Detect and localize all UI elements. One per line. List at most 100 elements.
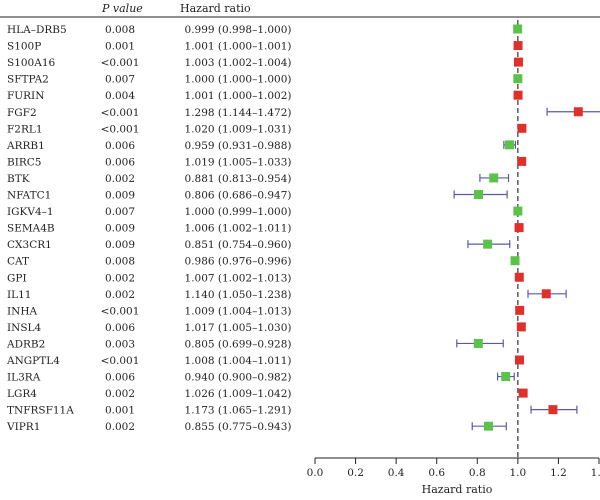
- x-tick-label: 0.2: [347, 467, 364, 479]
- hazard-ratio-cell: 1.001 (1.000–1.001): [185, 41, 292, 53]
- gene-label: GPI: [7, 272, 27, 284]
- hazard-ratio-cell: 1.019 (1.005–1.033): [185, 156, 292, 168]
- hazard-ratio-point: [483, 239, 493, 249]
- hazard-ratio-point: [513, 74, 523, 84]
- x-tick-label: 1.2: [550, 467, 567, 479]
- p-value-cell: 0.001: [105, 41, 135, 53]
- hazard-ratio-cell: 1.017 (1.005–1.030): [185, 322, 292, 334]
- hazard-ratio-cell: 0.986 (0.976–0.996): [185, 256, 292, 268]
- p-value-cell: <0.001: [101, 355, 140, 367]
- hazard-ratio-cell: 1.006 (1.002–1.011): [185, 223, 292, 235]
- hazard-ratio-point: [573, 107, 583, 117]
- hazard-ratio-cell: 1.009 (1.004–1.013): [185, 305, 292, 317]
- x-tick-label: 1.4: [591, 467, 600, 479]
- gene-label: BIRC5: [7, 156, 41, 168]
- gene-label: NFATC1: [7, 190, 51, 202]
- hazard-ratio-cell: 0.959 (0.931–0.988): [185, 140, 292, 152]
- hazard-ratio-cell: 1.140 (1.050–1.238): [185, 289, 292, 301]
- hazard-ratio-cell: 0.940 (0.900–0.982): [185, 372, 292, 384]
- hazard-ratio-cell: 1.298 (1.144–1.472): [185, 107, 292, 119]
- hazard-ratio-cell: 1.000 (0.999–1.000): [185, 206, 292, 218]
- hazard-ratio-point: [548, 405, 558, 415]
- p-value-cell: 0.003: [105, 338, 135, 350]
- gene-label: SEMA4B: [7, 223, 55, 235]
- hazard-ratio-point: [515, 305, 525, 315]
- p-value-cell: <0.001: [101, 123, 140, 135]
- x-tick-label: 0.0: [307, 467, 324, 479]
- hazard-ratio-cell: 1.173 (1.065–1.291): [185, 405, 292, 417]
- p-value-cell: 0.006: [105, 322, 135, 334]
- hazard-ratio-point: [518, 388, 528, 398]
- p-value-cell: 0.006: [105, 372, 135, 384]
- p-value-cell: 0.002: [105, 272, 135, 284]
- gene-label: LGR4: [7, 388, 37, 400]
- hazard-ratio-point: [517, 123, 527, 133]
- gene-label: SFTPA2: [7, 74, 49, 86]
- gene-label: IL3RA: [7, 372, 41, 384]
- hazard-ratio-point: [483, 421, 493, 431]
- hazard-ratio-point: [513, 41, 523, 51]
- gene-label: TNFRSF11A: [7, 405, 74, 417]
- hazard-ratio-point: [513, 24, 523, 34]
- hazard-ratio-cell: 1.020 (1.009–1.031): [185, 123, 292, 135]
- p-value-header: P value: [101, 2, 143, 15]
- x-axis: 0.0 0.2 0.4 0.6 0.8 1.0 1.2 1.4: [307, 457, 600, 479]
- p-value-cell: 0.006: [105, 140, 135, 152]
- p-value-cell: <0.001: [101, 57, 140, 69]
- gene-label: ADRB2: [6, 338, 45, 350]
- gene-label: F2RL1: [7, 123, 43, 135]
- x-axis-title: Hazard ratio: [422, 483, 493, 496]
- p-value-cell: 0.009: [105, 239, 135, 251]
- gene-label: S100A16: [7, 57, 55, 69]
- gene-label: IGKV4–1: [7, 206, 54, 218]
- hazard-ratio-point: [474, 190, 484, 199]
- hazard-ratio-cell: 1.007 (1.002–1.013): [185, 272, 292, 284]
- hazard-ratio-cell: 1.026 (1.009–1.042): [185, 388, 292, 400]
- p-value-cell: 0.008: [105, 256, 135, 268]
- hazard-ratio-point: [513, 206, 523, 216]
- gene-label: FGF2: [7, 107, 37, 119]
- p-value-cell: 0.004: [105, 90, 135, 102]
- p-value-cell: 0.001: [105, 405, 135, 417]
- x-tick-label: 1.0: [510, 467, 527, 479]
- p-value-cell: 0.006: [105, 156, 135, 168]
- gene-label: INSL4: [7, 322, 42, 334]
- hazard-ratio-point: [513, 90, 523, 100]
- p-value-cell: 0.002: [105, 421, 135, 433]
- p-value-cell: 0.009: [105, 190, 135, 202]
- hazard-ratio-cell: 1.003 (1.002–1.004): [185, 57, 292, 69]
- hazard-ratio-point: [516, 322, 526, 332]
- p-value-cell: 0.007: [105, 74, 135, 86]
- gene-label: BTK: [7, 173, 30, 185]
- gene-label: CAT: [7, 256, 29, 268]
- hazard-ratio-cell: 0.805 (0.699–0.928): [185, 338, 292, 350]
- hazard-ratio-point: [517, 156, 527, 166]
- gene-label: S100P: [7, 41, 41, 53]
- hazard-ratio-point: [505, 140, 515, 150]
- gene-label: CX3CR1: [7, 239, 52, 251]
- x-tick-label: 0.6: [428, 467, 445, 479]
- gene-label: HLA–DRB5: [7, 24, 67, 36]
- x-tick-label: 0.4: [388, 467, 405, 479]
- hazard-ratio-cell: 0.851 (0.754–0.960): [185, 239, 292, 251]
- p-value-cell: 0.009: [105, 223, 135, 235]
- hazard-ratio-point: [541, 289, 551, 299]
- hazard-ratio-cell: 0.806 (0.686–0.947): [185, 190, 292, 202]
- gene-label: VIPR1: [6, 421, 40, 433]
- hazard-ratio-point: [510, 256, 520, 266]
- hazard-ratio-cell: 1.001 (1.000–1.002): [185, 90, 292, 102]
- gene-label: IL11: [7, 289, 31, 301]
- plot-area: [453, 20, 600, 458]
- p-value-cell: <0.001: [101, 305, 140, 317]
- hazard-ratio-cell: 0.855 (0.775–0.943): [185, 421, 292, 433]
- hazard-ratio-point: [473, 338, 483, 348]
- x-tick-label: 0.8: [469, 467, 486, 479]
- hazard-ratio-point: [513, 57, 523, 67]
- table-rows: HLA–DRB5 0.008 0.999 (0.998–1.000) S100P 0.0…: [6, 24, 291, 433]
- hazard-ratio-point: [514, 355, 524, 365]
- gene-label: INHA: [7, 305, 37, 317]
- p-value-cell: 0.002: [105, 289, 135, 301]
- gene-label: ANGPTL4: [6, 355, 60, 367]
- gene-label: FURIN: [7, 90, 44, 102]
